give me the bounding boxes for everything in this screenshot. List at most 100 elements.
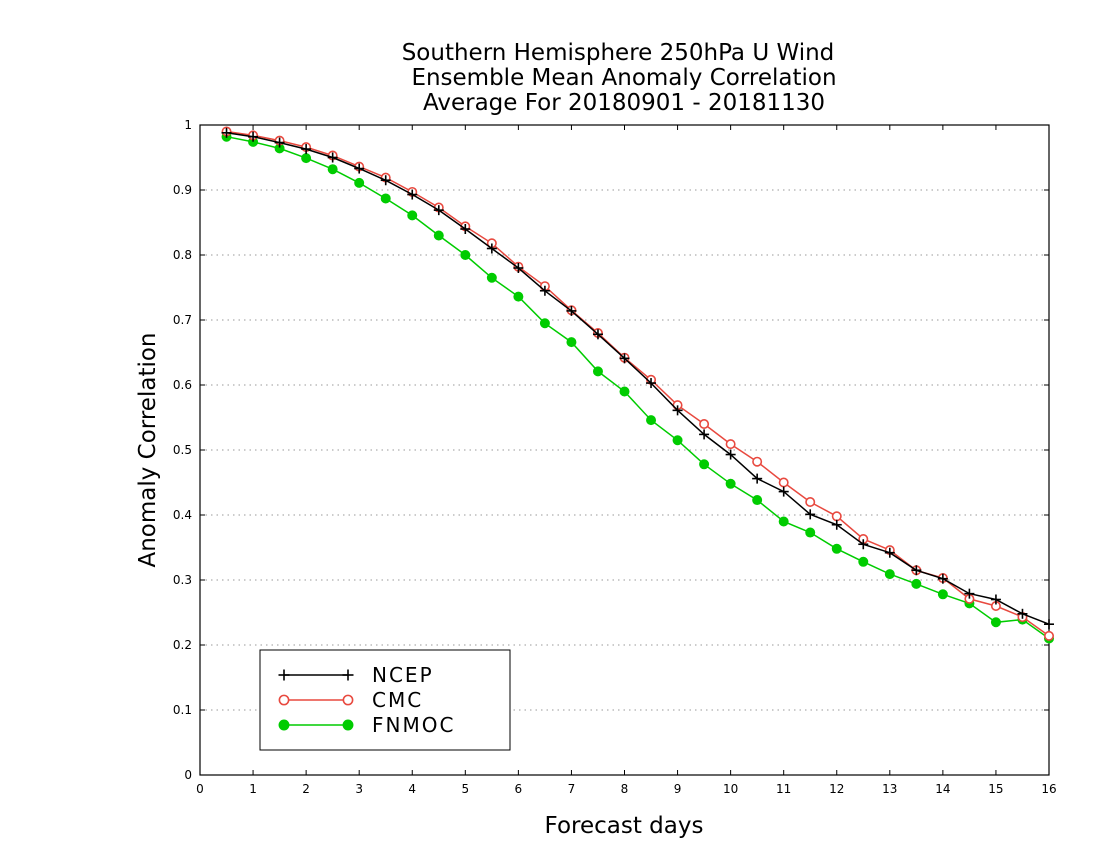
legend-label: FNMOC — [372, 713, 455, 737]
x-tick-label: 6 — [515, 782, 523, 796]
data-point — [831, 511, 842, 522]
x-tick-label: 0 — [196, 782, 204, 796]
series-line-fnmoc — [226, 135, 1050, 640]
filled-circle-marker — [342, 719, 354, 731]
x-tick-label: 5 — [461, 782, 469, 796]
data-point — [646, 378, 657, 389]
filled-circle-marker — [433, 230, 444, 241]
data-point — [1017, 608, 1028, 619]
filled-circle-marker — [725, 478, 736, 489]
filled-circle-marker — [407, 210, 418, 221]
data-point — [513, 291, 524, 302]
open-circle-marker — [278, 694, 290, 706]
x-tick-label: 11 — [776, 782, 791, 796]
filled-circle-marker — [619, 386, 630, 397]
y-tick-label: 0.6 — [173, 378, 192, 392]
data-point — [725, 439, 736, 450]
x-tick-label: 15 — [988, 782, 1003, 796]
data-point — [831, 519, 842, 530]
data-point — [725, 478, 736, 489]
series-cmc — [221, 126, 1055, 641]
data-point — [354, 177, 365, 188]
filled-circle-marker — [486, 272, 497, 283]
data-point — [778, 516, 789, 527]
data-point — [301, 153, 312, 164]
data-point — [433, 205, 444, 216]
data-point — [699, 429, 710, 440]
open-circle-marker — [805, 496, 816, 507]
data-point — [699, 418, 710, 429]
data-point — [990, 594, 1001, 605]
filled-circle-marker — [592, 366, 603, 377]
chart-title: Southern Hemisphere 250hPa U Wind Ensemb… — [402, 40, 837, 116]
title-line-1: Southern Hemisphere 250hPa U Wind — [402, 40, 835, 66]
filled-circle-marker — [831, 543, 842, 554]
x-axis-label: Forecast days — [545, 813, 704, 839]
data-point — [327, 164, 338, 175]
data-point — [752, 456, 763, 467]
filled-circle-marker — [539, 318, 550, 329]
filled-circle-marker — [884, 569, 895, 580]
series-ncep — [221, 127, 1054, 630]
filled-circle-marker — [278, 719, 290, 731]
data-point — [407, 189, 418, 200]
x-tick-label: 13 — [882, 782, 897, 796]
data-point — [566, 337, 577, 348]
filled-circle-marker — [858, 556, 869, 567]
data-point — [937, 573, 948, 584]
data-point — [248, 131, 259, 142]
data-point — [831, 543, 842, 554]
data-point — [433, 230, 444, 241]
data-point — [805, 509, 816, 520]
open-circle-marker — [342, 694, 354, 706]
data-point — [672, 435, 683, 446]
data-point — [937, 589, 948, 600]
x-tick-label: 9 — [674, 782, 682, 796]
data-point — [646, 415, 657, 426]
y-tick-label: 1 — [184, 118, 192, 132]
data-point — [752, 473, 763, 484]
x-tick-label: 1 — [249, 782, 257, 796]
title-line-2: Ensemble Mean Anomaly Correlation — [411, 65, 836, 91]
data-point — [460, 250, 471, 260]
x-tick-label: 14 — [935, 782, 950, 796]
filled-circle-marker — [805, 527, 816, 538]
open-circle-marker — [1044, 630, 1055, 641]
legend-item-ncep: NCEP — [278, 663, 432, 687]
axis-ticks: 00.10.20.30.40.50.60.70.80.910 1 2 3 4 5 6 7 8 9 1… — [173, 118, 1057, 796]
filled-circle-marker — [513, 291, 524, 302]
filled-circle-marker — [752, 495, 763, 506]
open-circle-marker — [831, 511, 842, 522]
y-tick-label: 0.8 — [173, 248, 192, 262]
y-tick-label: 0.1 — [173, 703, 192, 717]
y-tick-label: 0 — [184, 768, 192, 782]
open-circle-marker — [725, 439, 736, 450]
filled-circle-marker — [327, 164, 338, 175]
open-circle-marker — [752, 456, 763, 467]
x-tick-label: 16 — [1041, 782, 1056, 796]
data-point — [619, 353, 630, 364]
y-tick-label: 0.5 — [173, 443, 192, 457]
x-tick-label: 7 — [568, 782, 576, 796]
x-tick-label: 2 — [302, 782, 310, 796]
data-point — [301, 144, 312, 155]
data-point — [911, 578, 922, 589]
title-line-3: Average For 20180901 - 20181130 — [423, 90, 825, 116]
data-point — [990, 617, 1001, 628]
y-tick-label: 0.7 — [173, 313, 192, 327]
x-tick-label: 10 — [723, 782, 738, 796]
data-point — [778, 486, 789, 497]
data-point — [699, 459, 710, 470]
data-point — [964, 588, 975, 599]
data-point — [752, 495, 763, 506]
filled-circle-marker — [566, 337, 577, 348]
legend-item-cmc: CMC — [278, 688, 421, 712]
data-point — [911, 565, 922, 576]
data-point — [407, 210, 418, 221]
open-circle-marker — [699, 418, 710, 429]
y-tick-label: 0.3 — [173, 573, 192, 587]
series-fnmoc — [221, 131, 1054, 644]
data-point — [858, 556, 869, 567]
filled-circle-marker — [354, 177, 365, 188]
